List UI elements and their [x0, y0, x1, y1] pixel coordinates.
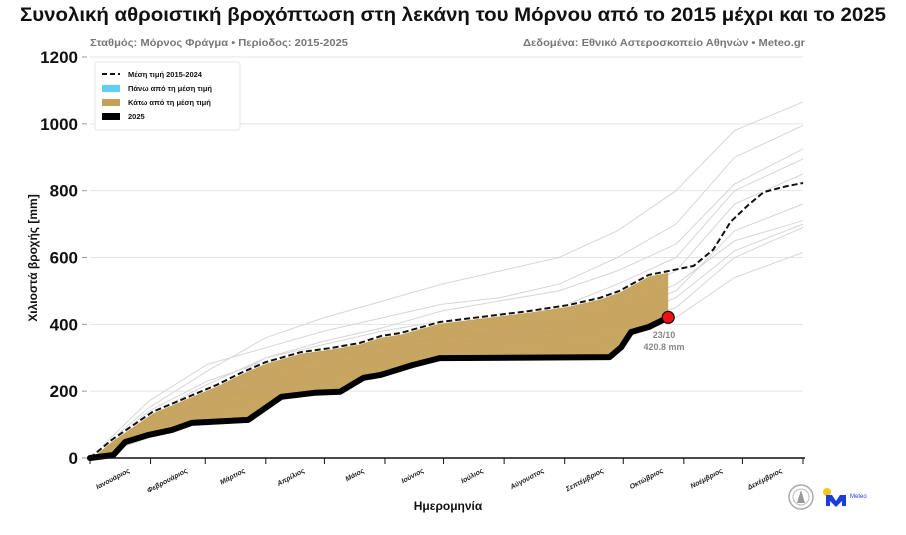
legend-below-swatch: [102, 99, 120, 106]
x-tick-label: Σεπτέμβριος: [564, 467, 605, 493]
x-tick-label: Οκτώβριος: [629, 467, 665, 491]
legend-above-swatch: [102, 85, 120, 92]
chart-subtitle-left: Σταθμός: Μόρνος Φράγμα • Περίοδος: 2015-…: [90, 38, 348, 49]
meteo-logo-text: Meteo: [850, 494, 867, 500]
chart-subtitle-right: Δεδομένα: Εθνικό Αστεροσκοπείο Αθηνών • …: [523, 38, 805, 49]
x-tick-label: Απρίλιος: [275, 467, 306, 489]
y-tick-label: 1200: [40, 48, 78, 67]
deficit-area: [90, 271, 669, 458]
y-tick-label: 600: [50, 249, 78, 268]
y-axis: 0 200 400 600 800 1000 1200: [40, 48, 87, 468]
x-tick-label: Αύγουστος: [508, 467, 545, 491]
x-tick-label: Ιούνιος: [401, 467, 426, 485]
x-tick-label: Μάιος: [345, 467, 366, 483]
y-tick-label: 1000: [40, 115, 78, 134]
annotation-date: 23/10: [653, 330, 676, 340]
legend-current-swatch: [102, 113, 120, 120]
x-tick-label: Ιανουάριος: [95, 467, 131, 491]
y-tick-label: 200: [50, 382, 78, 401]
mean-line: [89, 182, 804, 459]
legend-mean: Μέση τιμή 2015-2024: [128, 70, 203, 79]
legend: Μέση τιμή 2015-2024 Πάνω από τη μέση τιμ…: [94, 61, 241, 131]
x-tick-label: Φεβρουάριος: [146, 467, 189, 494]
current-year-line: [87, 314, 672, 461]
annotation-value: 420.8 mm: [643, 342, 684, 352]
observatory-seal-logo: [788, 484, 814, 510]
x-tick-label: Νοέμβριος: [690, 467, 725, 490]
y-tick-label: 0: [69, 449, 78, 468]
x-tick-label: Δεκέμβριος: [746, 467, 784, 492]
x-axis-label: Ημερομηνία: [414, 499, 483, 513]
x-axis: Ιανουάριος Φεβρουάριος Μάρτιος Απρίλιος Μάιο…: [87, 457, 805, 495]
current-value-marker: [661, 310, 675, 324]
current-year-group: [87, 310, 675, 461]
y-axis-label: Χιλιοστά βροχής [mm]: [26, 194, 40, 321]
below-mean-area: [90, 271, 669, 458]
legend-above: Πάνω από τη μέση τιμή: [128, 84, 212, 93]
other-year-line: [89, 101, 804, 459]
y-tick-label: 400: [50, 315, 78, 334]
chart-title: Συνολική αθροιστική βροχόπτωση στη λεκάν…: [20, 5, 886, 26]
x-tick-label: Ιούλιος: [460, 467, 485, 486]
legend-current: 2025: [128, 112, 145, 121]
meteo-logo: Meteo: [823, 488, 867, 507]
legend-below: Κάτω από τη μέση τιμή: [128, 98, 211, 107]
y-tick-label: 800: [50, 182, 78, 201]
mean-line-group: [88, 181, 804, 460]
other-year-line: [89, 125, 804, 459]
x-tick-label: Μάρτιος: [219, 467, 247, 486]
